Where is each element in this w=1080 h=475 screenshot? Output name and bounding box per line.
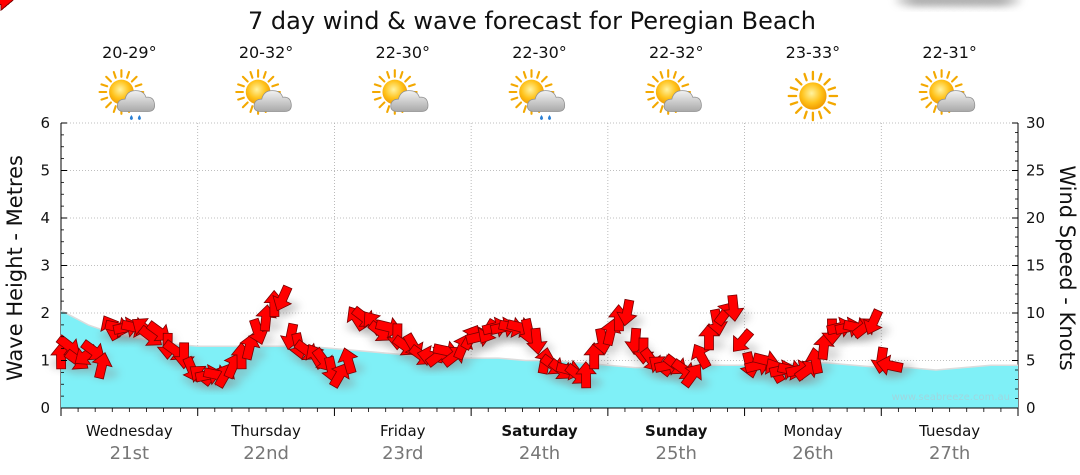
daily-weather-header: 20-29° 20-32° 22-30° 22-30° 22-32° 23-33° 22-3… (98, 43, 977, 122)
sun-cloud-icon (645, 69, 702, 115)
day-name-label: Thursday (230, 422, 301, 440)
day-date-label: 25th (656, 443, 697, 464)
left-axis-title: Wave Height - Metres (3, 155, 27, 381)
sun-cloud-icon (918, 69, 976, 115)
left-tick-label: 0 (40, 399, 50, 417)
wind-arrow (690, 343, 712, 370)
temperature-range: 20-29° (102, 43, 157, 62)
temperature-range: 23-33° (786, 43, 841, 62)
day-date-label: 27th (929, 443, 970, 464)
wind-arrow (328, 362, 350, 389)
wind-arrow (526, 327, 548, 356)
axes: 0 1 2 3 4 5 6 0 5 10 15 20 25 30 (40, 114, 1045, 417)
day-name-label: Tuesday (918, 422, 980, 440)
wind-arrows (0, 0, 904, 389)
day-labels: Wednesday 21st Thursday 22nd Friday 23rd Satur… (86, 422, 980, 464)
left-tick-label: 5 (40, 162, 50, 180)
wind-arrow (80, 339, 105, 361)
left-tick-label: 1 (40, 352, 50, 370)
wind-arrow (272, 284, 293, 312)
day-date-label: 24th (519, 443, 560, 464)
day-name-label: Friday (380, 422, 426, 440)
day-name-label: Monday (783, 422, 842, 440)
left-tick-label: 4 (40, 209, 50, 227)
temperature-range: 22-30° (512, 43, 567, 62)
sun-cloud-icon (371, 69, 429, 115)
day-date-label: 23rd (382, 443, 423, 464)
chart-title: 7 day wind & wave forecast for Peregian … (248, 7, 816, 35)
wind-arrow (862, 308, 884, 335)
credit-text: www.seabreeze.com.au (892, 392, 1010, 403)
temperature-range: 22-31° (922, 43, 977, 62)
right-tick-label: 15 (1026, 257, 1045, 275)
wind-arrow (91, 352, 113, 380)
wind-arrow (616, 298, 638, 327)
wind-arrow (337, 347, 359, 375)
sun-icon (787, 70, 839, 122)
arrow-shadow (993, 0, 1022, 6)
right-tick-label: 5 (1026, 352, 1036, 370)
sun-cloud-rain-icon (98, 69, 155, 120)
day-date-label: 26th (792, 443, 833, 464)
wind-arrow (680, 363, 702, 389)
right-tick-label: 10 (1026, 304, 1045, 322)
day-date-label: 21st (110, 443, 149, 464)
left-tick-label: 3 (40, 257, 50, 275)
temperature-range: 22-32° (649, 43, 704, 62)
temperature-range: 20-32° (239, 43, 294, 62)
right-tick-label: 25 (1026, 162, 1045, 180)
wind-arrow (876, 354, 904, 376)
left-tick-label: 6 (40, 114, 50, 132)
right-tick-label: 20 (1026, 209, 1045, 227)
temperature-range: 22-30° (376, 43, 431, 62)
left-tick-label: 2 (40, 304, 50, 322)
wind-arrow (722, 294, 745, 322)
day-name-label: Sunday (645, 422, 708, 440)
wind-arrow (732, 328, 755, 352)
wave-line (60, 309, 1018, 371)
day-name-label: Saturday (501, 422, 578, 440)
day-date-label: 22nd (243, 443, 289, 464)
right-tick-label: 30 (1026, 114, 1045, 132)
right-tick-label: 0 (1026, 399, 1036, 417)
wind-arrow (55, 334, 80, 356)
right-axis-title: Wind Speed - Knots (1055, 165, 1079, 370)
sun-cloud-icon (235, 69, 292, 115)
sun-cloud-rain-icon (508, 69, 566, 120)
wind-arrow (0, 0, 14, 11)
day-name-label: Wednesday (86, 422, 173, 440)
